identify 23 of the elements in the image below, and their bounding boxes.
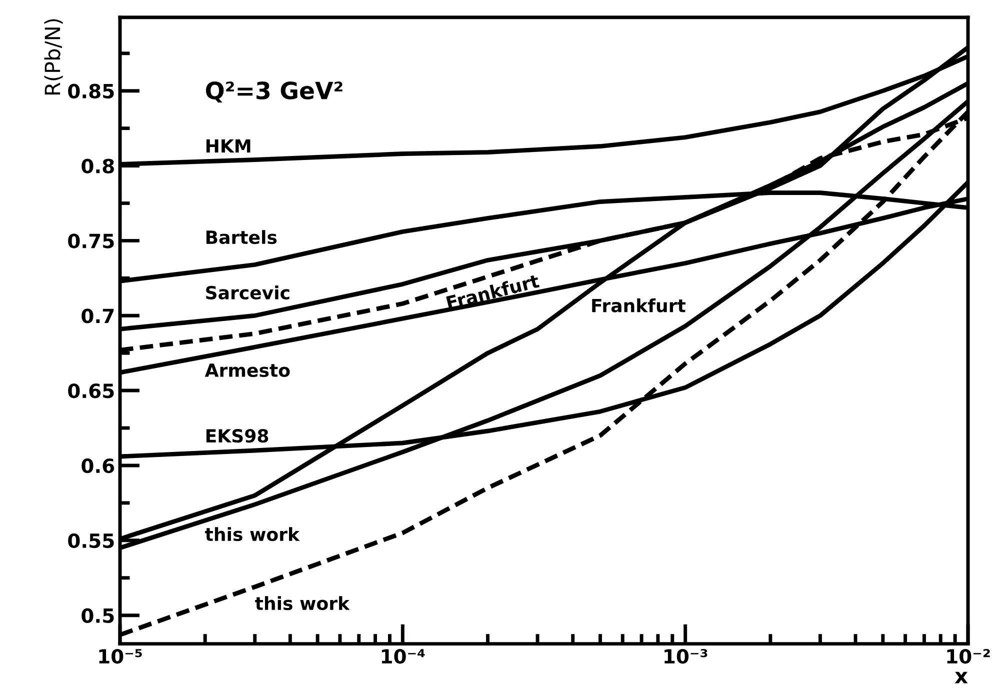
x-axis-title: x [954, 672, 968, 684]
y-axis-title: R(Pb/N) [44, 19, 63, 94]
series-label: Bartels [206, 230, 277, 244]
series-label: HKM [206, 139, 250, 153]
y-tick-label: 0.8 [82, 158, 114, 174]
x-tick-label: 10⁻³ [664, 649, 708, 664]
series-label: EKS98 [206, 429, 268, 443]
y-tick-label: 0.7 [82, 308, 114, 324]
annotation: Q²=3 GeV² [206, 82, 342, 103]
series-label: this work [255, 596, 350, 610]
x-tick-label: 10⁻⁴ [382, 649, 425, 664]
y-tick-label: 0.85 [68, 84, 114, 98]
y-tick-label: 0.65 [68, 384, 114, 398]
series-label: Frankfurt [592, 298, 686, 312]
y-tick-label: 0.75 [68, 234, 114, 248]
y-tick-label: 0.5 [82, 608, 114, 623]
series-label: Sarcevic [206, 285, 290, 300]
x-tick-label: 10⁻² [947, 649, 990, 664]
y-tick-label: 0.55 [68, 533, 114, 548]
series-label: this work [205, 527, 300, 542]
x-tick-label: 10⁻⁵ [99, 649, 142, 664]
series-label: Armesto [204, 364, 290, 378]
y-tick-label: 0.6 [82, 458, 114, 474]
